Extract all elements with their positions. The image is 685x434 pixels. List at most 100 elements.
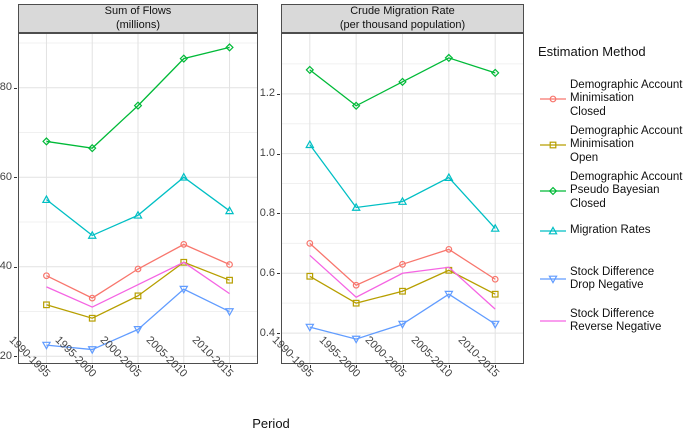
data-point-marker <box>397 196 408 205</box>
legend-item-label: Stock Difference Reverse Negative <box>570 307 662 333</box>
data-point-marker <box>226 276 233 284</box>
x-tick-mark <box>92 365 94 368</box>
series-triangle-up <box>41 172 235 239</box>
x-tick-mark <box>138 365 139 368</box>
legend-key-diamond-icon <box>540 186 566 196</box>
y-tick-mark <box>14 266 17 268</box>
data-point-marker <box>87 143 97 153</box>
data-point-marker <box>225 43 234 52</box>
data-point-marker <box>41 194 52 204</box>
x-tick-mark <box>402 365 404 368</box>
data-point-marker <box>445 245 453 253</box>
facet-strip-sum-of-flows: Sum of Flows (millions) <box>18 4 258 33</box>
data-point-marker <box>548 226 558 235</box>
data-point-marker <box>305 65 315 75</box>
y-tick-mark <box>277 273 280 275</box>
panel-plot-area-0 <box>19 34 257 363</box>
data-point-marker <box>226 261 233 268</box>
series-triangle-up <box>305 139 500 232</box>
data-point-marker <box>43 272 50 280</box>
data-point-marker <box>490 68 500 78</box>
facet-panel-crude-migration-rate <box>281 33 524 364</box>
legend-item-label: Demographic Account Pseudo Bayesian Clos… <box>570 171 683 210</box>
data-point-marker <box>490 223 500 232</box>
data-point-marker <box>134 265 142 273</box>
y-tick-mark <box>277 213 280 215</box>
legend-item-label: Demographic Account Minimisation Closed <box>570 79 683 118</box>
facet-panel-sum-of-flows <box>18 33 258 364</box>
data-point-marker <box>42 137 51 146</box>
legend-item-label: Stock Difference Drop Negative <box>570 265 655 291</box>
data-point-marker <box>444 172 454 181</box>
y-tick-mark <box>277 93 280 95</box>
x-tick-mark <box>183 365 185 368</box>
legend-item-label: Migration Rates <box>570 224 651 237</box>
y-tick-mark <box>14 87 17 89</box>
data-point-marker <box>352 299 360 307</box>
data-point-marker <box>179 54 189 63</box>
legend-key-none-icon <box>540 320 566 322</box>
data-point-marker <box>352 281 360 289</box>
data-point-marker <box>351 202 361 211</box>
data-point-marker <box>224 308 235 317</box>
data-point-marker <box>399 260 406 268</box>
data-point-marker <box>305 139 315 149</box>
series-square <box>306 266 499 307</box>
data-point-marker <box>306 239 314 247</box>
data-point-marker <box>306 272 314 280</box>
y-tick-label: 60 <box>0 170 12 183</box>
data-point-marker <box>444 290 454 300</box>
x-tick-mark <box>356 365 358 368</box>
x-tick-mark <box>495 365 497 368</box>
data-point-marker <box>133 210 143 219</box>
y-tick-mark <box>277 333 280 335</box>
x-axis-title: Period <box>252 416 290 431</box>
series-diamond <box>42 43 234 153</box>
legend-key-triangle-down-icon <box>540 275 566 284</box>
legend-item: Stock Difference Reverse Negative <box>538 308 661 334</box>
y-tick-label: 20 <box>0 349 12 362</box>
series-none <box>46 261 230 308</box>
data-point-marker <box>549 141 557 149</box>
y-tick-label: 0.6 <box>259 266 275 279</box>
y-tick-mark <box>14 177 17 179</box>
y-tick-label: 1.0 <box>259 147 275 160</box>
series-triangle-down <box>41 285 235 355</box>
panel-plot-area-1 <box>282 34 523 363</box>
facet-strip-crude-migration-rate: Crude Migration Rate (per thousand popul… <box>281 4 524 33</box>
data-point-marker <box>41 341 52 350</box>
data-point-marker <box>549 95 557 103</box>
data-point-marker <box>490 320 500 329</box>
legend-item: Demographic Account Minimisation Closed <box>538 79 683 119</box>
data-point-marker <box>548 275 558 284</box>
legend-key-square-icon <box>540 141 566 149</box>
data-point-marker <box>179 172 189 181</box>
data-point-marker <box>351 101 361 111</box>
y-tick-mark <box>14 356 17 358</box>
legend-key-circle-icon <box>540 95 566 103</box>
data-point-marker <box>224 205 235 215</box>
data-point-marker <box>548 186 558 196</box>
data-point-marker <box>134 292 142 300</box>
data-point-marker <box>351 335 361 344</box>
y-tick-label: 0.4 <box>259 326 275 339</box>
data-point-marker <box>444 53 454 63</box>
data-point-marker <box>491 275 499 283</box>
y-tick-label: 1.2 <box>259 87 275 100</box>
series-diamond <box>305 53 500 111</box>
legend-key-triangle-up-icon <box>540 226 566 235</box>
y-tick-mark <box>277 153 280 155</box>
x-tick-mark <box>229 365 231 368</box>
data-point-marker <box>399 287 406 295</box>
y-tick-label: 80 <box>0 81 12 94</box>
data-point-marker <box>491 290 499 298</box>
series-triangle-down <box>305 290 500 344</box>
data-point-marker <box>133 101 143 110</box>
data-point-marker <box>133 326 143 335</box>
data-point-marker <box>180 240 188 248</box>
series-circle <box>306 239 499 289</box>
data-point-marker <box>397 320 408 329</box>
data-point-marker <box>87 346 97 355</box>
data-point-marker <box>88 314 96 322</box>
